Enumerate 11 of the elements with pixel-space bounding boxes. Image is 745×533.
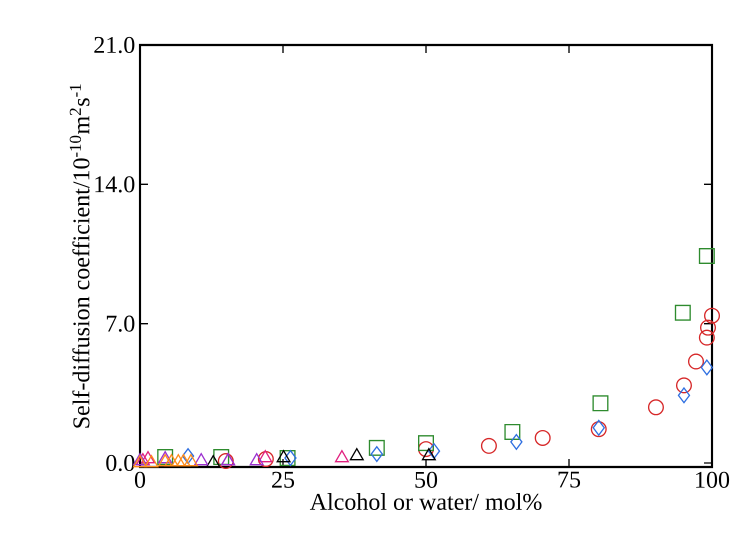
x-tick-label: 0 (134, 472, 146, 488)
x-tick-label: 25 (272, 472, 294, 488)
y-axis-title: Self-diffusion coefficient/10$^{-10}$m$^{2}$s$^{-1}$ (70, 84, 90, 428)
y-tick-label: 7.0 (106, 316, 134, 332)
y-tick-label: 0.0 (106, 454, 134, 472)
x-tick-label: 75 (558, 472, 580, 488)
x-tick-label: 50 (415, 472, 438, 488)
y-tick-label: 14.0 (95, 176, 134, 192)
x-axis-title: Alcohol or water/ mol% (310, 493, 542, 510)
y-tick-label: 21.0 (94, 36, 134, 54)
x-tick-label: 100 (696, 472, 730, 488)
